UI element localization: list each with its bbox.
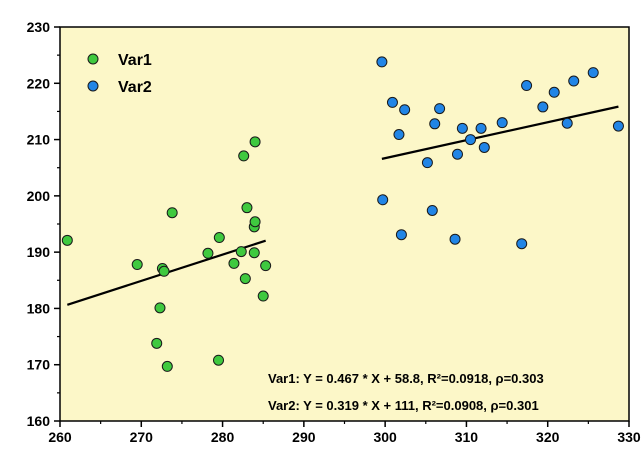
legend-label-var2: Var2 bbox=[118, 79, 152, 96]
data-point-var1 bbox=[161, 360, 173, 372]
data-point-var2 bbox=[475, 122, 487, 134]
data-point-var1 bbox=[260, 260, 272, 272]
data-points bbox=[61, 56, 624, 372]
data-point-var1 bbox=[241, 202, 253, 214]
x-tick-label: 280 bbox=[211, 429, 235, 445]
data-point-var2 bbox=[393, 129, 405, 141]
x-tick-label: 320 bbox=[536, 429, 560, 445]
regression-annotation-var1: Var1: Y = 0.467 * X + 58.8, R²=0.0918, ρ… bbox=[268, 371, 544, 386]
x-tick-label: 310 bbox=[455, 429, 479, 445]
y-tick-label: 190 bbox=[27, 244, 51, 260]
y-tick-label: 230 bbox=[27, 19, 51, 35]
y-tick-label: 200 bbox=[27, 188, 51, 204]
data-point-var2 bbox=[434, 103, 446, 115]
data-point-var2 bbox=[587, 67, 599, 79]
fit-line-var2 bbox=[381, 105, 619, 160]
data-point-var1 bbox=[235, 246, 247, 258]
data-point-var2 bbox=[449, 233, 461, 245]
y-tick-label: 220 bbox=[27, 75, 51, 91]
data-point-var1 bbox=[249, 136, 261, 148]
data-point-var2 bbox=[429, 118, 441, 130]
data-point-var1 bbox=[213, 354, 225, 366]
data-point-var2 bbox=[612, 120, 624, 132]
y-tick-label: 170 bbox=[27, 357, 51, 373]
y-tick-label: 160 bbox=[27, 413, 51, 429]
data-point-var1 bbox=[213, 232, 225, 244]
data-point-var1 bbox=[154, 302, 166, 314]
data-point-var1 bbox=[131, 259, 143, 271]
data-point-var2 bbox=[377, 194, 389, 206]
data-point-var2 bbox=[395, 229, 407, 241]
annotations: Var1: Y = 0.467 * X + 58.8, R²=0.0918, ρ… bbox=[268, 371, 544, 413]
data-point-var2 bbox=[464, 134, 476, 146]
axes: 260 270 280 290 300 310 320 330 160 170 180 190 200 2… bbox=[27, 19, 641, 445]
regression-annotation-var2: Var2: Y = 0.319 * X + 111, R²=0.0908, ρ=… bbox=[268, 398, 539, 413]
data-point-var2 bbox=[376, 56, 388, 68]
x-tick-label: 290 bbox=[292, 429, 316, 445]
data-point-var1 bbox=[158, 265, 170, 277]
plot-background bbox=[60, 27, 629, 421]
data-point-var2 bbox=[516, 238, 528, 250]
data-point-var1 bbox=[61, 234, 73, 246]
data-point-var1 bbox=[166, 207, 178, 219]
y-tick-label: 180 bbox=[27, 300, 51, 316]
data-point-var2 bbox=[561, 117, 573, 129]
data-point-var2 bbox=[456, 122, 468, 134]
data-point-var2 bbox=[426, 204, 438, 216]
data-point-var2 bbox=[568, 75, 580, 87]
data-point-var2 bbox=[496, 117, 508, 129]
data-point-var1 bbox=[248, 247, 260, 259]
data-point-var2 bbox=[386, 96, 398, 108]
legend-marker-var2 bbox=[87, 80, 99, 92]
data-point-var2 bbox=[521, 80, 533, 92]
data-point-var2 bbox=[537, 101, 549, 113]
data-point-var2 bbox=[548, 86, 560, 98]
data-point-var1 bbox=[151, 337, 163, 349]
data-point-var1 bbox=[202, 247, 214, 259]
data-point-var2 bbox=[478, 141, 490, 153]
legend-label-var1: Var1 bbox=[118, 52, 152, 69]
y-tick-label: 210 bbox=[27, 132, 51, 148]
data-point-var1 bbox=[249, 216, 261, 228]
x-tick-label: 270 bbox=[130, 429, 154, 445]
data-point-var1 bbox=[239, 273, 251, 285]
data-point-var1 bbox=[228, 257, 240, 269]
data-point-var2 bbox=[451, 148, 463, 160]
data-point-var1 bbox=[238, 150, 250, 162]
x-tick-label: 260 bbox=[48, 429, 72, 445]
legend-marker-var1 bbox=[87, 53, 99, 65]
x-tick-label: 300 bbox=[373, 429, 397, 445]
data-point-var2 bbox=[399, 104, 411, 116]
legend: Var1 Var2 bbox=[87, 52, 152, 96]
data-point-var2 bbox=[421, 157, 433, 169]
x-tick-label: 330 bbox=[617, 429, 641, 445]
data-point-var1 bbox=[257, 290, 269, 302]
